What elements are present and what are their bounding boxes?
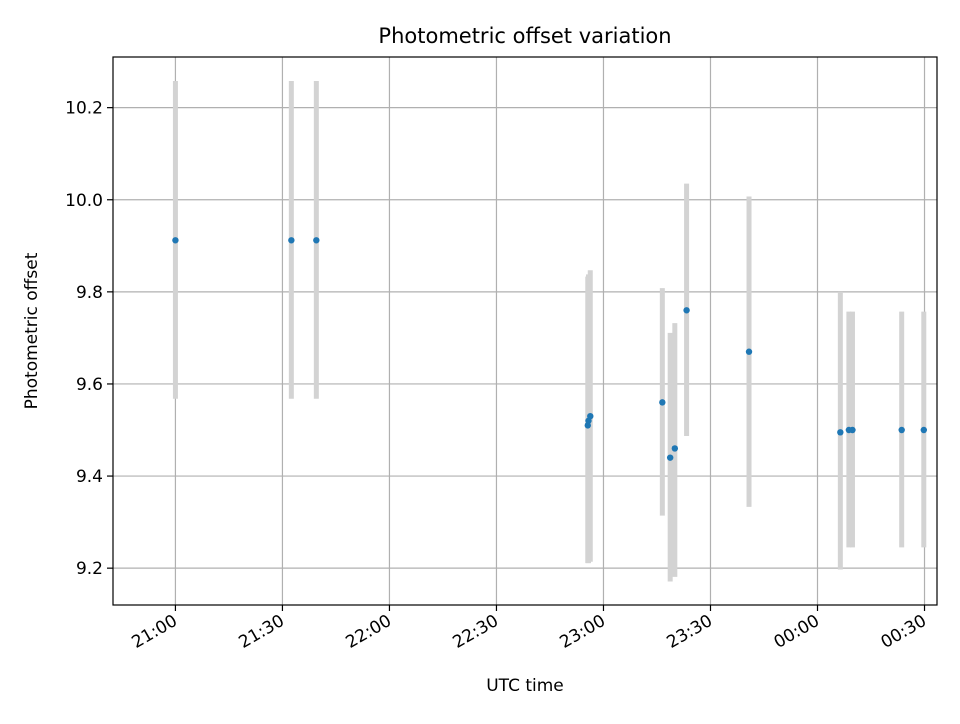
x-axis-label: UTC time bbox=[486, 676, 564, 696]
y-tick-label: 9.6 bbox=[76, 375, 103, 395]
y-tick-label: 10.2 bbox=[65, 99, 103, 119]
data-point bbox=[671, 445, 679, 452]
y-axis-label: Photometric offset bbox=[22, 252, 42, 409]
plot-frame bbox=[112, 56, 938, 606]
data-point bbox=[172, 237, 179, 244]
y-tick-label: 9.2 bbox=[76, 559, 103, 579]
y-axis-ticks: 9.2 9.4 9.6 9.8 10.0 10.2 bbox=[65, 99, 113, 579]
y-tick-label: 10.0 bbox=[65, 191, 103, 211]
data-point bbox=[745, 348, 753, 355]
grid-layer bbox=[113, 57, 937, 605]
data-point bbox=[849, 426, 856, 434]
chart-title: Photometric offset variation bbox=[378, 24, 671, 48]
data-point bbox=[837, 429, 844, 436]
y-tick-label: 9.8 bbox=[76, 283, 103, 303]
data-point bbox=[920, 426, 928, 434]
data-point bbox=[683, 307, 690, 314]
data-point bbox=[313, 237, 320, 244]
data-point bbox=[659, 399, 666, 406]
data-point bbox=[288, 237, 295, 244]
data-point bbox=[666, 454, 674, 461]
point-layer bbox=[172, 237, 928, 461]
data-point bbox=[587, 412, 594, 420]
y-tick-label: 9.4 bbox=[76, 467, 103, 487]
data-point bbox=[898, 426, 905, 434]
